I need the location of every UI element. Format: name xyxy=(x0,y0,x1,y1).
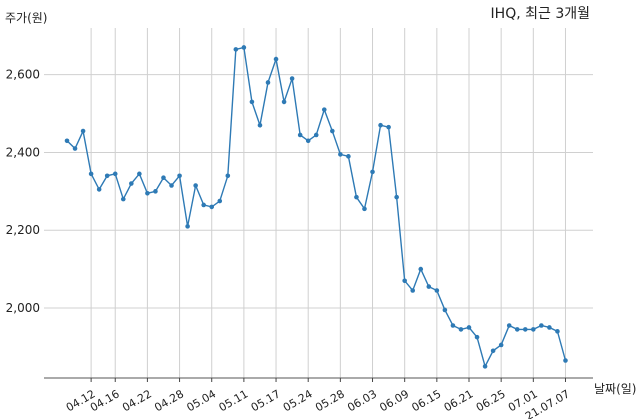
data-points xyxy=(64,45,568,369)
data-point xyxy=(169,183,174,188)
data-point xyxy=(64,138,70,144)
x-tick-label: 06.03 xyxy=(345,387,379,414)
data-point xyxy=(490,348,496,354)
data-point xyxy=(458,327,464,332)
data-point xyxy=(305,138,311,144)
x-tick-label: 05.28 xyxy=(313,387,347,414)
data-point xyxy=(514,327,520,332)
chart-title: IHQ, 최근 3개월 xyxy=(491,6,590,22)
data-point xyxy=(225,173,231,179)
data-point xyxy=(474,334,480,340)
data-point xyxy=(193,183,198,188)
data-point xyxy=(257,122,263,128)
series-line xyxy=(66,46,567,369)
data-point xyxy=(96,187,102,192)
data-point xyxy=(161,175,166,181)
data-point xyxy=(354,194,359,200)
data-point xyxy=(466,325,472,330)
data-point xyxy=(129,181,134,186)
y-tick-label: 2,200 xyxy=(6,223,40,237)
data-point xyxy=(410,288,416,293)
data-point xyxy=(498,342,504,348)
x-tick-label: 06.15 xyxy=(410,387,444,414)
y-axis-ticks: 2,000 2,200 2,400 2,600 xyxy=(6,68,40,315)
data-point xyxy=(80,128,86,134)
x-tick-label: 06.21 xyxy=(442,387,476,414)
data-point xyxy=(281,99,287,105)
x-axis-label: 날짜(일) xyxy=(594,382,636,396)
data-point xyxy=(330,128,335,134)
data-point xyxy=(362,206,367,212)
data-point xyxy=(370,169,375,175)
data-point xyxy=(418,266,424,272)
y-tick-label: 2,600 xyxy=(6,68,40,82)
data-point xyxy=(177,173,182,179)
data-point xyxy=(249,99,255,105)
data-point xyxy=(112,171,118,177)
data-point xyxy=(402,278,407,284)
data-point xyxy=(313,132,319,138)
x-tick-label: 06.09 xyxy=(377,387,411,414)
data-point xyxy=(555,329,560,334)
x-tick-label: 05.04 xyxy=(184,387,218,414)
x-tick-label: 05.24 xyxy=(281,387,315,414)
data-point xyxy=(378,122,383,128)
y-tick-label: 2,000 xyxy=(6,301,40,315)
data-point xyxy=(72,146,78,151)
x-axis-ticks: 04.1204.1604.2204.2805.0405.1105.1705.24… xyxy=(64,378,572,419)
data-point xyxy=(120,196,126,202)
data-point xyxy=(209,204,215,210)
data-point xyxy=(539,323,544,328)
data-point xyxy=(338,152,343,157)
data-point xyxy=(265,80,271,85)
x-tick-label: 04.22 xyxy=(120,387,154,414)
data-point xyxy=(273,56,279,62)
data-point xyxy=(563,358,568,363)
data-point xyxy=(217,198,223,204)
data-point xyxy=(321,107,327,112)
data-point xyxy=(289,76,295,81)
data-point xyxy=(185,224,190,229)
grid-lines xyxy=(44,28,593,378)
data-point xyxy=(426,284,432,289)
data-point xyxy=(104,173,110,179)
data-point xyxy=(482,364,488,369)
y-axis-label: 주가(원) xyxy=(5,11,47,25)
data-point xyxy=(241,45,247,50)
data-point xyxy=(434,288,440,293)
x-tick-label: 05.11 xyxy=(217,387,251,414)
data-point xyxy=(201,202,206,208)
data-point xyxy=(88,171,94,177)
x-tick-label: 04.28 xyxy=(152,387,186,414)
data-point xyxy=(506,323,512,328)
data-point xyxy=(394,194,399,200)
data-point xyxy=(442,307,448,313)
y-tick-label: 2,400 xyxy=(6,145,40,159)
data-point xyxy=(233,47,239,52)
data-point xyxy=(153,189,158,194)
data-point xyxy=(297,132,303,138)
data-point xyxy=(145,190,150,196)
data-point xyxy=(137,171,142,177)
data-point xyxy=(346,154,351,159)
data-point xyxy=(531,327,536,332)
data-point xyxy=(522,327,528,332)
x-tick-label: 05.17 xyxy=(249,387,283,414)
data-point xyxy=(547,325,552,330)
data-point xyxy=(386,124,391,130)
x-tick-label: 06.25 xyxy=(474,387,508,414)
data-point xyxy=(450,323,456,328)
